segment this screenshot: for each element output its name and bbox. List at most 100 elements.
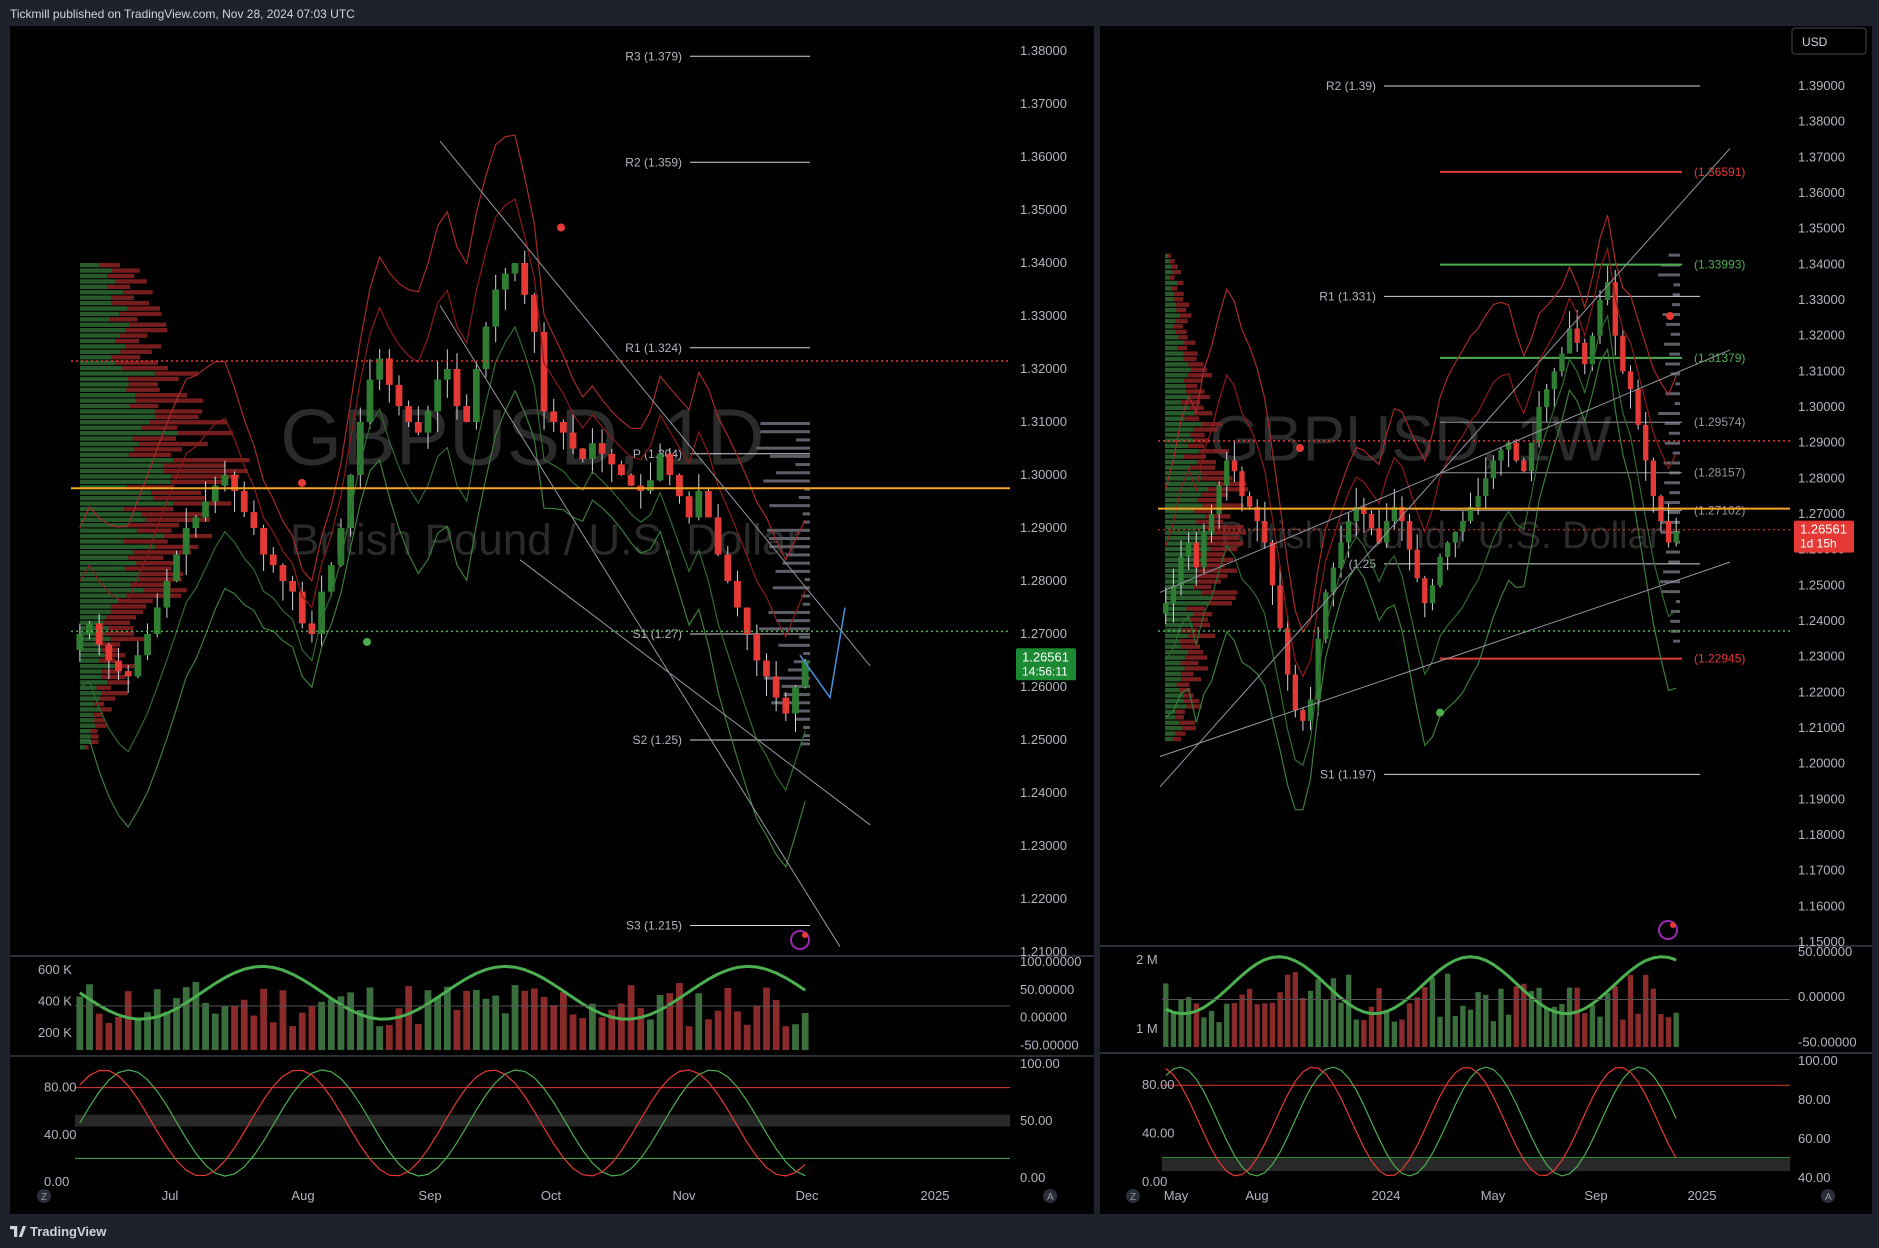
- profile-bar-up: [80, 555, 129, 560]
- tradingview-logo[interactable]: TradingView: [10, 1224, 106, 1239]
- profile-bar-up: [80, 463, 164, 468]
- profile-bar-down: [1183, 340, 1196, 345]
- profile-bar-up: [80, 577, 140, 582]
- volume-bar: [1566, 987, 1573, 1047]
- profile-bar-up: [80, 279, 116, 284]
- volume-bar: [86, 984, 93, 1050]
- profile-bar-down: [123, 290, 153, 295]
- volume-bar: [1490, 1021, 1497, 1047]
- profile-bar-down: [1178, 335, 1188, 340]
- volume-bar: [269, 1022, 277, 1050]
- profile-bar-up: [80, 615, 107, 620]
- candle-body: [124, 671, 132, 677]
- profile-bar-down: [1198, 568, 1238, 573]
- y-axis-tick: 1.27000: [1020, 626, 1067, 641]
- profile-bar-up: [1165, 405, 1190, 410]
- profile-bar-up: [1165, 492, 1202, 497]
- profile-bar-up: [80, 311, 120, 317]
- right-chart-panel[interactable]: GBPUSD, 1W British Pound / U.S. Dollar R2 …: [1100, 26, 1872, 1214]
- stoch-axis-tick: 80.00: [44, 1080, 77, 1095]
- profile-bar-down: [1198, 449, 1229, 454]
- candle-body: [579, 448, 587, 460]
- price-profile-bar: [782, 561, 810, 565]
- volume-bar: [1574, 987, 1580, 1047]
- price-profile-bar: [776, 471, 810, 475]
- candle-body: [1452, 531, 1458, 543]
- profile-bar-down: [1204, 557, 1234, 563]
- volume-bar: [540, 997, 548, 1050]
- candle-body: [1345, 521, 1352, 543]
- candle-body: [1422, 578, 1428, 604]
- profile-bar-up: [1165, 487, 1209, 492]
- tradingview-logo-icon: [10, 1226, 26, 1237]
- oscillator-axis-tick: 0.00000: [1020, 1010, 1067, 1025]
- price-profile-bar: [799, 635, 810, 639]
- volume-bar: [115, 1016, 122, 1050]
- candle-body: [1307, 699, 1314, 721]
- profile-bar-up: [80, 474, 171, 479]
- price-profile-bar: [803, 652, 810, 656]
- profile-bar-up: [80, 745, 85, 750]
- volume-bar: [1521, 983, 1527, 1047]
- profile-bar-down: [1183, 351, 1198, 356]
- profile-bar-down: [136, 560, 174, 566]
- profile-bar-down: [141, 512, 204, 517]
- y-axis-tick: 1.36000: [1798, 185, 1845, 200]
- settings-z-icon: [37, 1189, 51, 1203]
- volume-bar: [569, 1014, 577, 1050]
- profile-bar-down: [1177, 345, 1188, 351]
- profile-bar-up: [80, 414, 156, 420]
- left-chart-panel[interactable]: GBPUSD, 1D British Pound / U.S. Dollar R3 …: [10, 26, 1094, 1214]
- volume-bar: [705, 1019, 712, 1050]
- candle-body: [153, 607, 161, 634]
- volume-bar: [318, 1001, 325, 1050]
- y-axis-tick: 1.20000: [1798, 756, 1845, 771]
- candle-body: [86, 623, 93, 634]
- profile-bar-down: [118, 598, 153, 604]
- volume-bar: [202, 1002, 209, 1050]
- profile-bar-up: [80, 409, 155, 414]
- y-axis-tick: 1.33000: [1020, 308, 1067, 323]
- volume-bar: [743, 1024, 751, 1050]
- signal-dot: [1296, 444, 1304, 453]
- profile-bar-up: [1165, 286, 1172, 291]
- y-axis-tick: 1.38000: [1798, 114, 1845, 129]
- candle-body: [1185, 542, 1192, 557]
- profile-bar-down: [1196, 563, 1225, 568]
- profile-bar-down: [101, 674, 126, 680]
- profile-bar-up: [1165, 269, 1173, 275]
- candle-body: [1673, 531, 1679, 543]
- volume-bar: [124, 991, 132, 1050]
- profile-bar-down: [98, 642, 121, 647]
- volume-bar: [1391, 1021, 1398, 1047]
- profile-bar-up: [1165, 525, 1206, 530]
- volume-bar: [1170, 1012, 1177, 1047]
- signal-dot: [298, 478, 306, 487]
- profile-bar-down: [108, 625, 134, 631]
- profile-bar-down: [1176, 307, 1187, 313]
- profile-bar-down: [107, 680, 131, 685]
- stoch-right-tick: 80.00: [1798, 1092, 1831, 1107]
- candle-body: [598, 443, 606, 454]
- candle-body: [705, 490, 712, 518]
- profile-bar-up: [80, 420, 150, 425]
- profile-bar-down: [1194, 411, 1213, 416]
- candle-body: [1589, 335, 1596, 365]
- volume-bar: [414, 1023, 422, 1050]
- profile-bar-down: [1193, 427, 1218, 432]
- oscillator-axis-tick: 100.00000: [1020, 954, 1081, 969]
- candle-body: [1216, 485, 1222, 514]
- profile-bar-down: [1181, 677, 1202, 682]
- candle-body: [1604, 282, 1611, 300]
- profile-bar-down: [154, 371, 199, 376]
- candle-body: [1643, 424, 1649, 461]
- profile-bar-up: [80, 506, 125, 512]
- profile-bar-down: [151, 490, 201, 495]
- upper-band-outer: [79, 134, 806, 583]
- profile-bar-up: [80, 517, 146, 522]
- profile-bar-down: [130, 403, 159, 409]
- profile-bar-up: [80, 582, 131, 587]
- profile-bar-up: [80, 376, 129, 382]
